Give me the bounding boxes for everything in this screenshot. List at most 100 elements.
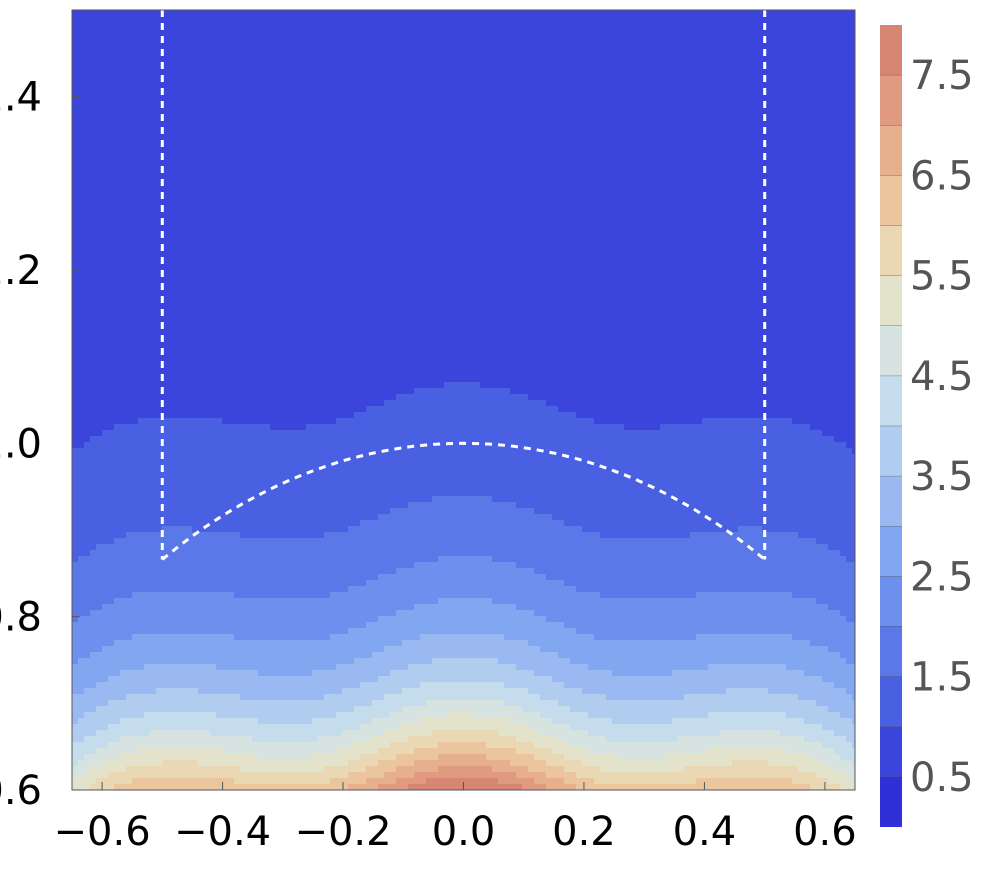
- contour-cell: [798, 76, 805, 83]
- contour-cell: [768, 64, 775, 71]
- contour-cell: [432, 70, 439, 77]
- contour-cell: [318, 232, 325, 239]
- contour-cell: [216, 76, 223, 83]
- contour-cell: [144, 82, 151, 89]
- contour-cell: [318, 106, 325, 113]
- contour-cell: [318, 10, 325, 17]
- contour-cell: [234, 124, 241, 131]
- contour-cell: [582, 34, 589, 41]
- contour-cell: [456, 40, 463, 47]
- contour-cell: [606, 16, 613, 23]
- contour-cell: [840, 10, 847, 17]
- contour-cell: [750, 64, 757, 71]
- contour-cell: [612, 184, 619, 191]
- contour-cell: [654, 118, 661, 125]
- contour-cell: [222, 64, 229, 71]
- contour-cell: [840, 22, 847, 29]
- contour-cell: [624, 28, 631, 35]
- contour-cell: [444, 118, 451, 125]
- contour-cell: [336, 196, 343, 203]
- contour-cell: [738, 22, 745, 29]
- contour-cell: [690, 94, 697, 101]
- contour-cell: [594, 124, 601, 131]
- contour-cell: [576, 196, 583, 203]
- contour-cell: [402, 112, 409, 119]
- contour-cell: [228, 100, 235, 107]
- contour-cell: [762, 106, 769, 113]
- contour-cell: [618, 70, 625, 77]
- contour-cell: [702, 118, 709, 125]
- contour-cell: [564, 118, 571, 125]
- contour-cell: [660, 58, 667, 65]
- contour-cell: [534, 16, 541, 23]
- contour-cell: [804, 88, 811, 95]
- contour-cell: [678, 196, 685, 203]
- contour-cell: [600, 112, 607, 119]
- contour-cell: [264, 142, 271, 149]
- contour-cell: [318, 40, 325, 47]
- contour-cell: [276, 22, 283, 29]
- contour-cell: [726, 178, 733, 185]
- contour-cell: [492, 172, 499, 179]
- contour-cell: [228, 28, 235, 35]
- contour-cell: [732, 10, 739, 17]
- contour-cell: [636, 52, 643, 59]
- contour-cell: [816, 220, 823, 227]
- contour-cell: [408, 178, 415, 185]
- contour-cell: [312, 136, 319, 143]
- contour-cell: [642, 52, 649, 59]
- contour-cell: [180, 46, 187, 53]
- contour-cell: [102, 208, 109, 215]
- contour-cell: [630, 226, 637, 233]
- contour-cell: [84, 82, 91, 89]
- contour-cell: [480, 52, 487, 59]
- contour-cell: [516, 52, 523, 59]
- contour-cell: [600, 160, 607, 167]
- contour-cell: [786, 166, 793, 173]
- contour-cell: [468, 46, 475, 53]
- contour-cell: [576, 190, 583, 197]
- contour-cell: [702, 172, 709, 179]
- contour-cell: [444, 190, 451, 197]
- contour-cell: [498, 220, 505, 227]
- contour-cell: [204, 70, 211, 77]
- contour-cell: [534, 46, 541, 53]
- contour-cell: [228, 70, 235, 77]
- contour-cell: [486, 10, 493, 17]
- contour-cell: [816, 202, 823, 209]
- contour-cell: [150, 106, 157, 113]
- contour-cell: [816, 214, 823, 221]
- contour-cell: [714, 190, 721, 197]
- contour-cell: [822, 214, 829, 221]
- contour-cell: [246, 232, 253, 239]
- contour-cell: [84, 16, 91, 23]
- contour-cell: [672, 40, 679, 47]
- contour-cell: [114, 124, 121, 131]
- contour-cell: [360, 10, 367, 17]
- contour-cell: [348, 124, 355, 131]
- contour-cell: [102, 202, 109, 209]
- contour-cell: [720, 22, 727, 29]
- contour-cell: [804, 16, 811, 23]
- contour-cell: [768, 28, 775, 35]
- contour-cell: [570, 34, 577, 41]
- contour-cell: [534, 190, 541, 197]
- contour-cell: [300, 76, 307, 83]
- contour-cell: [552, 232, 559, 239]
- contour-cell: [162, 94, 169, 101]
- contour-cell: [474, 124, 481, 131]
- contour-cell: [120, 22, 127, 29]
- contour-cell: [336, 52, 343, 59]
- contour-cell: [774, 88, 781, 95]
- contour-cell: [258, 130, 265, 137]
- contour-cell: [648, 100, 655, 107]
- contour-cell: [666, 208, 673, 215]
- contour-cell: [102, 154, 109, 161]
- contour-cell: [228, 172, 235, 179]
- contour-cell: [90, 154, 97, 161]
- contour-cell: [558, 70, 565, 77]
- contour-cell: [576, 40, 583, 47]
- contour-cell: [636, 148, 643, 155]
- contour-cell: [720, 172, 727, 179]
- contour-cell: [684, 28, 691, 35]
